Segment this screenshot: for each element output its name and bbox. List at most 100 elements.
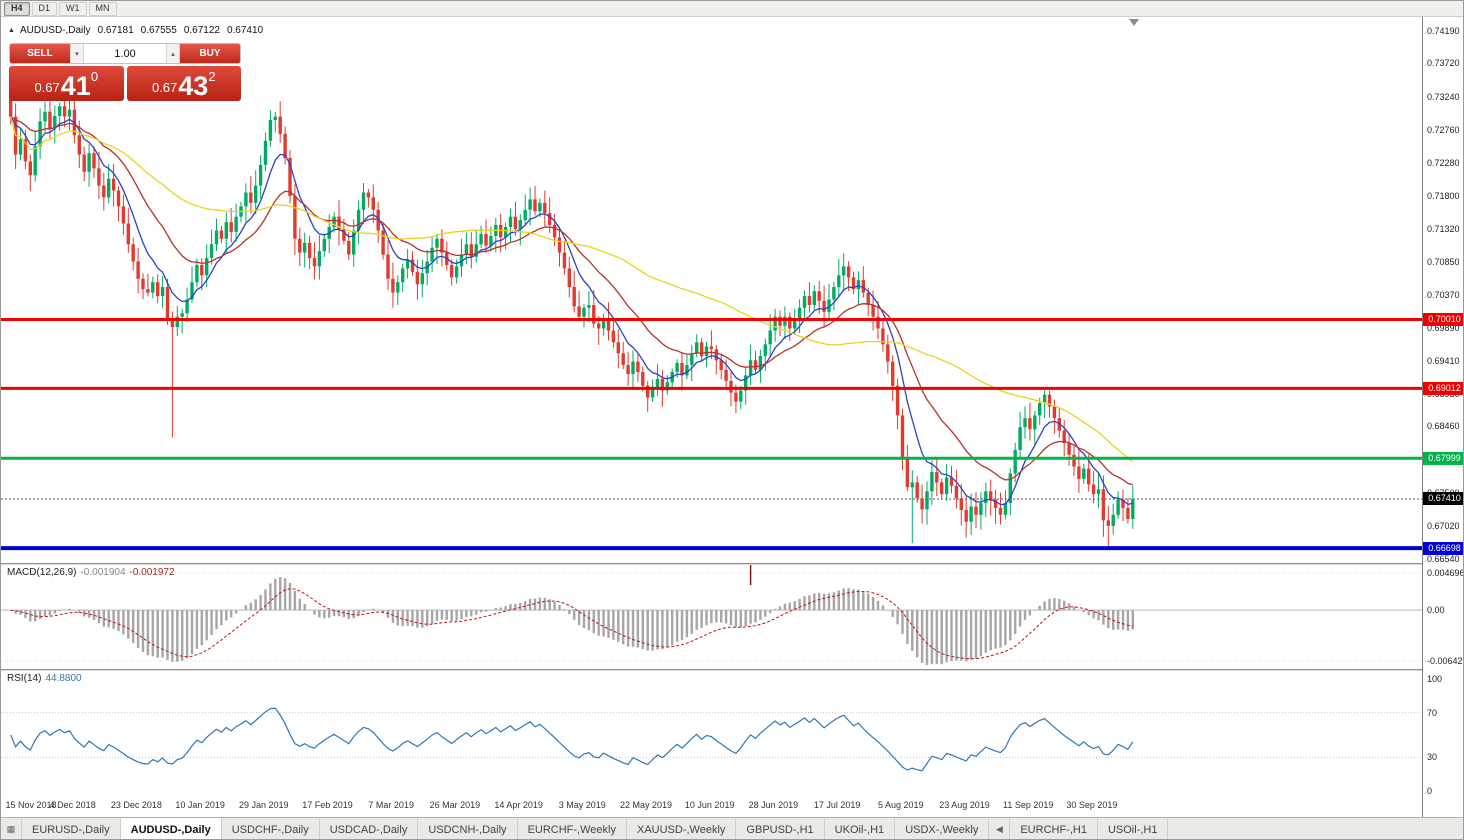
ohlc-open: 0.67181 [97, 25, 134, 36]
price-axis-label: 0.69890 [1427, 322, 1460, 333]
macd-signal-value: -0.001972 [129, 567, 175, 578]
main-chart-canvas[interactable] [1, 17, 1422, 563]
volume-decrease-icon[interactable]: ▾ [70, 44, 84, 63]
bid-price-big: 41 [60, 71, 91, 101]
timeframe-button-d1[interactable]: D1 [31, 1, 58, 16]
date-axis-label: 15 Nov 2018 [5, 800, 57, 810]
price-axis-label: 0.72280 [1427, 157, 1460, 168]
price-axis-label: 0.69410 [1427, 355, 1460, 366]
date-axis-label: 5 Aug 2019 [878, 800, 924, 810]
timeframe-toolbar: H4 D1 W1 MN [1, 1, 1463, 17]
sell-button[interactable]: SELL [10, 44, 70, 63]
chart-tab-eurchf-h1[interactable]: EURCHF-,H1 [1010, 818, 1098, 839]
pane-separator[interactable] [1, 669, 1463, 671]
chart-tab-usdchf-daily[interactable]: USDCHF-,Daily [221, 818, 320, 839]
date-axis-label: 10 Jan 2019 [175, 800, 225, 810]
chart-tab-usdcad-daily[interactable]: USDCAD-,Daily [319, 818, 419, 839]
collapse-panel-icon[interactable]: ▲ [8, 27, 15, 34]
rsi-line [10, 707, 1134, 772]
chart-tab-bar: ▦ EURUSD-,Daily AUDUSD-,Daily USDCHF-,Daily… [1, 817, 1463, 839]
rsi-axis-label: 0 [1427, 786, 1433, 796]
chart-tab-audusd-daily[interactable]: AUDUSD-,Daily [120, 818, 222, 839]
macd-name: MACD(12,26,9) [7, 567, 77, 578]
date-axis-label: 28 Jun 2019 [748, 800, 799, 810]
level-price-badge: 0.66698 [1423, 541, 1463, 555]
price-axis-label: 0.71320 [1427, 224, 1460, 235]
macd-signal-line [10, 588, 1133, 660]
price-axis-label: 0.73240 [1427, 91, 1460, 102]
medium-ma-line [10, 116, 1133, 486]
rsi-value: 44.8800 [45, 673, 82, 684]
chart-tab-eurusd-daily[interactable]: EURUSD-,Daily [22, 818, 121, 839]
chart-tab-gbpusd-h1[interactable]: GBPUSD-,H1 [736, 818, 825, 839]
timeframe-button-w1[interactable]: W1 [59, 1, 87, 16]
rsi-pane-canvas[interactable] [1, 671, 1422, 795]
bid-price-prefix: 0.67 [34, 80, 60, 95]
date-axis-label: 29 Jan 2019 [239, 800, 289, 810]
charts-list-icon[interactable]: ▦ [1, 818, 22, 839]
price-axis-label: 0.73720 [1427, 58, 1460, 69]
ask-price-big: 43 [178, 71, 209, 101]
date-axis-label: 23 Dec 2018 [110, 800, 162, 810]
price-axis-label: 0.71800 [1427, 190, 1460, 201]
chart-tab-usdx-weekly[interactable]: USDX-,Weekly [895, 818, 990, 839]
date-axis-label: 26 Mar 2019 [429, 800, 481, 810]
chart-tab-ukoil-h1[interactable]: UKOil-,H1 [824, 818, 896, 839]
rsi-label: RSI(14) 44.8800 [7, 673, 82, 684]
chart-tab-xauusd-weekly[interactable]: XAUUSD-,Weekly [626, 818, 737, 839]
fast-ma-line [10, 116, 1133, 506]
price-axis-label: 0.67020 [1427, 520, 1460, 531]
buy-button[interactable]: BUY [180, 44, 240, 63]
pane-separator[interactable] [1, 563, 1463, 565]
macd-axis-label: -0.006427 [1427, 656, 1464, 666]
macd-label: MACD(12,26,9) -0.001904 -0.001972 [7, 567, 175, 578]
macd-axis-label: 0.004696 [1427, 568, 1464, 578]
chart-tab-eurchf-weekly[interactable]: EURCHF-,Weekly [517, 818, 627, 839]
buy-price-tile[interactable]: 0.67 43 2 [126, 66, 241, 101]
ohlc-high: 0.67555 [140, 25, 177, 36]
symbol-label: AUDUSD-,Daily [19, 25, 91, 36]
date-axis-label: 10 Jun 2019 [684, 800, 735, 810]
rsi-axis-label: 30 [1427, 752, 1438, 763]
chart-tab-usoil-h1[interactable]: USOil-,H1 [1097, 818, 1169, 839]
level-price-badge: 0.69012 [1423, 381, 1463, 395]
date-axis-label: 3 May 2019 [558, 800, 606, 810]
date-axis-label: 17 Jul 2019 [813, 800, 861, 810]
price-axis-label: 0.68460 [1427, 421, 1460, 432]
rsi-axis-label: 70 [1427, 707, 1438, 718]
volume-input[interactable] [84, 44, 166, 63]
chart-title: ▲ AUDUSD-,Daily 0.67181 0.67555 0.67122 … [8, 25, 263, 36]
date-axis-label: 14 Apr 2019 [494, 800, 543, 810]
date-axis[interactable]: 15 Nov 2018 4 Dec 2018 23 Dec 2018 10 Jan 2… [1, 795, 1422, 817]
volume-increase-icon[interactable]: ▴ [166, 44, 180, 63]
date-axis-label: 4 Dec 2018 [49, 800, 96, 810]
level-price-badge: 0.67999 [1423, 451, 1463, 465]
macd-histogram [14, 577, 1135, 666]
chart-shift-icon[interactable] [1129, 19, 1139, 26]
chart-tab-usdcnh-daily[interactable]: USDCNH-,Daily [418, 818, 518, 839]
bid-price-sup: 0 [90, 69, 99, 84]
timeframe-button-h4[interactable]: H4 [4, 1, 30, 16]
price-axis-label: 0.70370 [1427, 289, 1460, 300]
date-axis-label: 22 May 2019 [619, 800, 673, 810]
slow-ma-line [10, 116, 1134, 463]
tab-scroll-left-icon[interactable]: ◀ [989, 818, 1011, 839]
date-axis-label: 11 Sep 2019 [1002, 800, 1054, 810]
sell-price-tile[interactable]: 0.67 41 0 [9, 66, 124, 101]
macd-pane-canvas[interactable] [1, 565, 1422, 669]
price-axis-label: 0.66540 [1427, 554, 1460, 564]
date-axis-label: 30 Sep 2019 [1066, 800, 1118, 810]
price-axis[interactable]: 0.74190 0.73720 0.73240 0.72760 0.72280 0.718… [1422, 17, 1464, 817]
timeframe-button-mn[interactable]: MN [88, 1, 117, 16]
date-axis-label: 23 Aug 2019 [939, 800, 990, 810]
ohlc-low: 0.67122 [183, 25, 220, 36]
ask-price-sup: 2 [208, 69, 216, 84]
ask-price-prefix: 0.67 [151, 80, 178, 95]
rsi-name: RSI(14) [7, 673, 42, 684]
candles-layer [9, 93, 1135, 548]
date-axis-label: 17 Feb 2019 [302, 800, 353, 810]
macd-main-value: -0.001904 [80, 567, 126, 578]
price-axis-label: 0.72760 [1427, 124, 1460, 135]
